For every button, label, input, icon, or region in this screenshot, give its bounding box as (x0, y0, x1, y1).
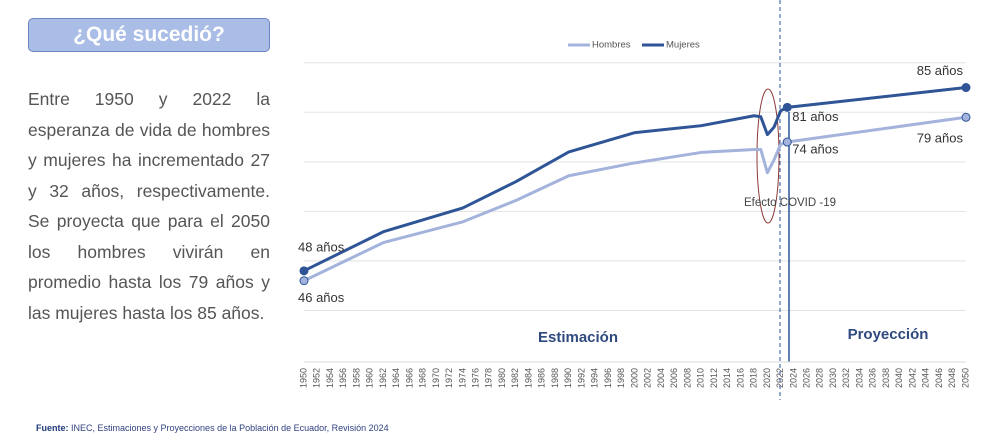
x-tick-label: 1992 (576, 368, 586, 388)
x-tick-label: 1986 (537, 368, 547, 388)
x-tick-label: 2022 (775, 368, 785, 388)
series-line (303, 115, 967, 283)
x-tick-label: 1974 (457, 368, 467, 388)
x-tick-label: 1958 (351, 368, 361, 388)
point (961, 112, 971, 122)
x-tick-label: 2024 (788, 368, 798, 388)
x-tick-label: 1968 (418, 368, 428, 388)
body-text: Entre 1950 y 2022 la esperanza de vida d… (28, 89, 270, 323)
heading: ¿Qué sucedió? (28, 18, 270, 52)
source-text: INEC, Estimaciones y Proyecciones de la … (71, 423, 389, 433)
x-tick-label: 1950 (298, 368, 308, 388)
annotation: Estimación (538, 329, 618, 346)
x-tick-label: 2008 (682, 368, 692, 388)
series-line (303, 86, 967, 273)
point (961, 83, 971, 93)
annotation: Efecto COVID -19 (744, 197, 836, 209)
data-label: 79 años (917, 131, 964, 146)
x-tick-label: 1964 (391, 368, 401, 388)
x-tick-label: 1970 (431, 368, 441, 388)
x-tick-label: 2016 (735, 368, 745, 388)
x-tick-label: 1980 (497, 368, 507, 388)
x-tick-label: 2020 (762, 368, 772, 388)
chart: Efecto COVID -19 Estimación Proyección 1… (298, 0, 971, 400)
x-tick-label: 2012 (709, 368, 719, 388)
x-tick-label: 2048 (947, 368, 957, 388)
x-tick-label: 2046 (934, 368, 944, 388)
x-tick-label: 2042 (907, 368, 917, 388)
x-tick-label: 2006 (669, 368, 679, 388)
point (782, 102, 792, 112)
x-tick-label: 2044 (921, 368, 931, 388)
data-label: 74 años (792, 141, 839, 156)
x-tick-label: 1966 (404, 368, 414, 388)
point (299, 276, 309, 286)
x-tick-label: 1972 (444, 368, 454, 388)
x-tick-label: 1976 (470, 368, 480, 388)
annotation: Proyección (848, 326, 929, 343)
x-tick-label: 1984 (523, 368, 533, 388)
x-tick-label: 2034 (854, 368, 864, 388)
x-tick-label: 1982 (510, 368, 520, 388)
x-tick-label: 2040 (894, 368, 904, 388)
data-label: 85 años (917, 63, 964, 78)
source-label: Fuente: (36, 423, 69, 433)
source: Fuente: INEC, Estimaciones y Proyeccione… (36, 423, 389, 433)
x-tick-label: 1956 (338, 368, 348, 388)
x-tick-label: 1996 (603, 368, 613, 388)
x-tick-label: 1960 (365, 368, 375, 388)
x-tick-label: 2004 (656, 368, 666, 388)
x-tick-label: 1962 (378, 368, 388, 388)
data-label: 48 años (298, 239, 345, 254)
data-label: 81 años (792, 109, 839, 124)
x-tick-label: 1988 (550, 368, 560, 388)
x-tick-label: 2014 (722, 368, 732, 388)
x-tick-label: 1998 (616, 368, 626, 388)
x-tick-label: 2028 (815, 368, 825, 388)
x-tick-label: 1978 (484, 368, 494, 388)
data-label: 46 años (298, 290, 345, 305)
legend-label: Hombres (592, 40, 631, 51)
x-tick-label: 2000 (629, 368, 639, 388)
x-tick-label: 2036 (868, 368, 878, 388)
x-tick-label: 2010 (696, 368, 706, 388)
x-tick-label: 1952 (312, 368, 322, 388)
x-tick-label: 1954 (325, 368, 335, 388)
x-tick-label: 2002 (643, 368, 653, 388)
point (299, 266, 309, 276)
x-tick-label: 1994 (590, 368, 600, 388)
point (782, 137, 792, 147)
legend-label: Mujeres (666, 40, 700, 51)
x-tick-label: 2026 (801, 368, 811, 388)
x-tick-label: 1990 (563, 368, 573, 388)
x-tick-label: 2032 (841, 368, 851, 388)
x-tick-label: 2030 (828, 368, 838, 388)
x-tick-label: 2018 (749, 368, 759, 388)
covid-ellipse (756, 88, 780, 224)
x-tick-label: 2050 (960, 368, 970, 388)
x-tick-label: 2038 (881, 368, 891, 388)
